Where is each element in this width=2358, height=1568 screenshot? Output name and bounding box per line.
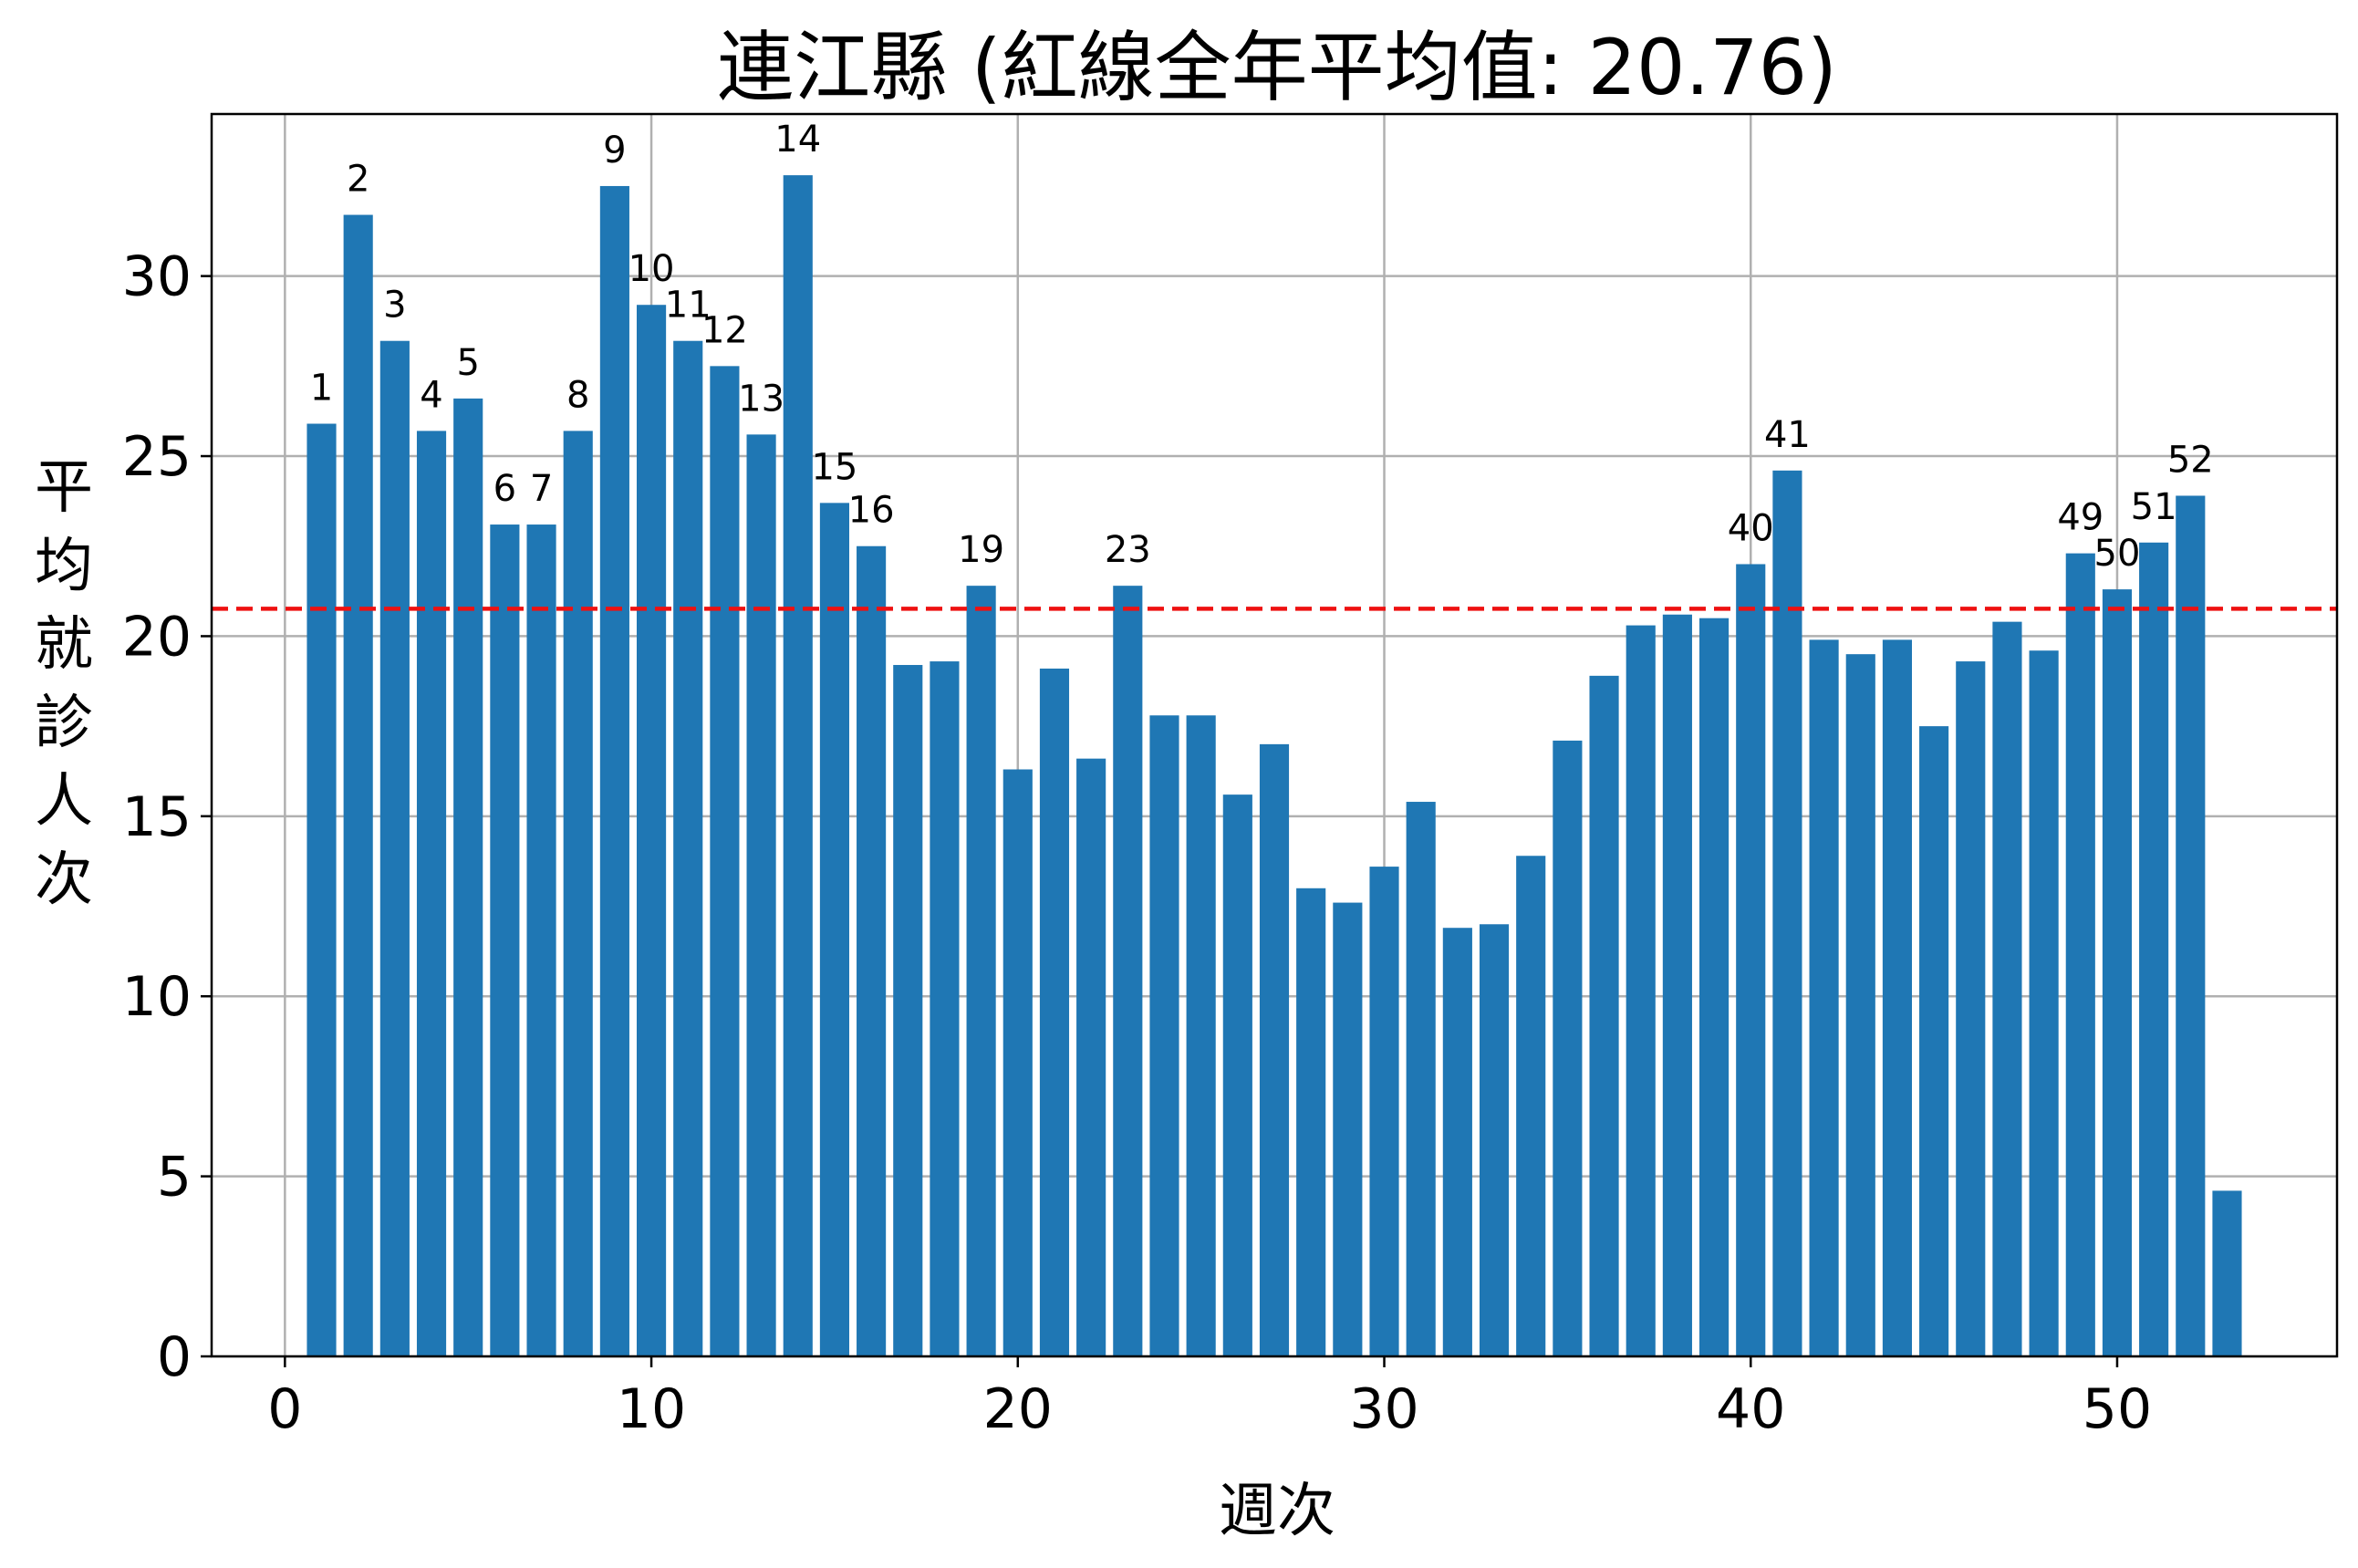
x-tick-label: 30	[1349, 1377, 1418, 1441]
plot-frame	[210, 112, 2339, 1358]
bar-label: 19	[958, 529, 1004, 571]
bar	[306, 423, 337, 1356]
bar-label: 8	[566, 374, 589, 416]
bar	[746, 434, 776, 1356]
bar	[1369, 867, 1399, 1356]
bar	[1736, 564, 1766, 1356]
bar	[1882, 639, 1912, 1356]
bar-label: 14	[774, 119, 821, 161]
bar	[343, 214, 373, 1357]
y-tick-label: 10	[122, 965, 192, 1029]
bar	[857, 545, 887, 1356]
x-tick-label: 10	[617, 1377, 686, 1441]
bar-label: 11	[665, 285, 712, 327]
bar	[526, 524, 556, 1356]
bar	[783, 175, 813, 1356]
bar-label: 52	[2167, 439, 2214, 481]
bar	[453, 398, 483, 1356]
x-tick-label: 40	[1716, 1377, 1785, 1441]
bar	[930, 661, 960, 1356]
bar	[2065, 553, 2095, 1356]
bar-label: 51	[2131, 486, 2177, 528]
bar	[2029, 650, 2059, 1356]
bar	[1589, 675, 1619, 1356]
bar-label: 50	[2094, 533, 2141, 575]
bar	[2212, 1190, 2242, 1356]
bar	[1809, 639, 1839, 1356]
bar	[1333, 902, 1363, 1356]
bar	[1222, 794, 1252, 1356]
x-tick-label: 50	[2083, 1377, 2152, 1441]
bar	[1039, 668, 1070, 1356]
x-tick-label: 0	[267, 1377, 302, 1441]
bar	[710, 366, 740, 1356]
bar-label: 12	[701, 309, 748, 351]
x-axis-ticks: 0 10 20 30 40 50	[267, 1356, 2152, 1441]
bar-label: 10	[628, 248, 675, 290]
bar	[1516, 856, 1546, 1356]
bar-label: 4	[420, 374, 442, 416]
bar-label: 15	[811, 446, 857, 488]
bar-label: 3	[383, 285, 406, 327]
bar-label: 2	[347, 159, 369, 201]
bar-label: 23	[1105, 529, 1151, 571]
bar	[1149, 715, 1179, 1356]
bar-label: 6	[493, 468, 516, 510]
bar	[1113, 586, 1143, 1356]
bar-series	[306, 175, 2242, 1357]
bar	[637, 305, 667, 1357]
bar	[1919, 726, 1949, 1356]
bar-label: 49	[2057, 497, 2104, 539]
bar	[1992, 621, 2022, 1356]
bar	[2102, 589, 2133, 1356]
bar	[563, 431, 593, 1356]
x-tick-label: 20	[983, 1377, 1053, 1441]
bar-label: 5	[456, 342, 479, 384]
bar-label: 1	[310, 368, 333, 410]
bar	[1076, 758, 1106, 1356]
bar	[599, 185, 629, 1356]
chart-title: 連江縣 (紅線全年平均值: 20.76)	[717, 23, 1837, 112]
bar	[1406, 802, 1436, 1356]
y-tick-label: 25	[122, 425, 192, 489]
bar-label: 7	[530, 468, 553, 510]
bar	[490, 524, 520, 1356]
bar	[819, 503, 849, 1356]
bar	[893, 665, 923, 1356]
bar	[1772, 470, 1802, 1356]
bar-label: 9	[603, 130, 626, 171]
bar	[1553, 740, 1583, 1356]
bar	[1479, 924, 1510, 1356]
y-axis-label: 平均就診人次	[35, 454, 93, 914]
bar-label: 41	[1764, 414, 1811, 456]
bar	[1626, 625, 1656, 1356]
y-tick-label: 0	[157, 1325, 192, 1389]
y-tick-label: 15	[122, 785, 192, 849]
bar	[1442, 928, 1472, 1356]
bar-label: 40	[1728, 507, 1774, 549]
bar	[2176, 495, 2206, 1356]
bar-label: 16	[848, 490, 895, 532]
bar	[379, 340, 410, 1357]
y-tick-label: 20	[122, 605, 192, 669]
bar	[1956, 661, 1986, 1356]
y-tick-label: 5	[157, 1146, 192, 1210]
bar	[1845, 654, 1875, 1356]
x-axis-label: 週次	[1219, 1478, 1335, 1545]
bar	[1259, 743, 1290, 1356]
bar	[673, 340, 703, 1357]
bar	[1186, 715, 1216, 1356]
bar	[416, 431, 447, 1356]
bar	[966, 586, 996, 1356]
bar	[1662, 614, 1692, 1356]
y-axis-ticks: 0 5 10 15 20 25 30	[122, 245, 212, 1389]
bar	[1699, 618, 1730, 1356]
bar	[1002, 769, 1033, 1356]
bar-label: 13	[738, 378, 784, 420]
bar	[2139, 542, 2169, 1356]
y-tick-label: 30	[122, 245, 192, 309]
bar	[1296, 888, 1326, 1356]
